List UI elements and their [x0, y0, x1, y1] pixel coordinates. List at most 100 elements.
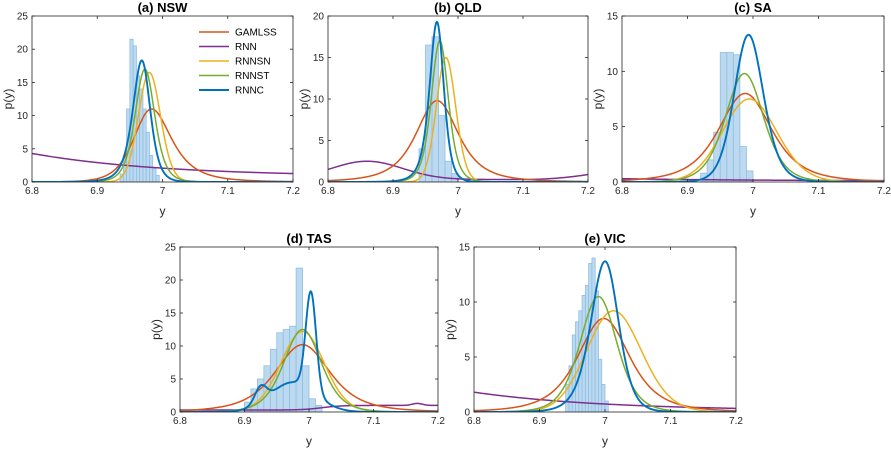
panel-nsw-ytick-label: 0: [22, 178, 28, 189]
panel-qld-ytick-label: 5: [318, 136, 324, 147]
panel-vic-line-gamlss: [474, 317, 736, 412]
panel-vic-hist-bar: [588, 263, 593, 412]
panel-qld-plot-area: [328, 16, 588, 182]
panel-nsw-ytick-label: 5: [22, 144, 28, 155]
panel-tas-xtick-label: 6.8: [173, 416, 187, 427]
panel-qld-xlabel: y: [455, 204, 461, 218]
panel-sa-hist-bar: [732, 54, 741, 182]
panel-sa-title: (c) SA: [734, 0, 772, 15]
panel-sa: 6.8 6.9 7 7.1 7.2 0 5 10 15 (c) SA y p(y): [591, 0, 891, 218]
legend-label-rnnst: RNNST: [235, 71, 269, 82]
panel-sa-ytick-label: 15: [607, 12, 619, 23]
panel-tas-title: (d) TAS: [286, 231, 332, 246]
panel-qld-ytick-label: 10: [313, 95, 325, 106]
panel-sa-xlabel: y: [750, 204, 756, 218]
panel-vic-hist-bar: [594, 290, 599, 412]
panel-tas-hist-bar: [282, 329, 291, 412]
panel-qld-xtick-label: 6.9: [386, 186, 400, 197]
panel-sa-ytick-label: 5: [612, 122, 618, 133]
panel-qld-hist-bar: [444, 160, 452, 182]
panel-qld-ylabel: p(y): [297, 89, 311, 110]
legend-label-rnn: RNN: [235, 42, 257, 53]
panel-qld-xtick-label: 6.8: [321, 186, 335, 197]
panel-qld-line-gamlss: [328, 99, 588, 182]
panel-nsw-hist-bar: [142, 108, 147, 182]
panel-qld-title: (b) QLD: [434, 0, 482, 15]
panel-tas-ylabel: p(y): [149, 319, 163, 340]
panel-vic-ytick-label: 15: [459, 243, 471, 254]
panel-nsw-ytick-label: 20: [17, 45, 29, 56]
panel-qld-xtick-label: 7: [455, 186, 461, 197]
panel-nsw-xtick-label: 6.9: [90, 186, 104, 197]
panel-vic-xtick-label: 7.1: [664, 416, 678, 427]
panel-nsw-hist-bar: [145, 131, 150, 182]
panel-vic-title: (e) VIC: [584, 231, 626, 246]
panel-vic-ytick-label: 0: [464, 408, 470, 419]
panel-sa-hist-bar: [739, 146, 747, 182]
panel-sa-ytick-label: 0: [612, 178, 618, 189]
panel-tas-hist-bar: [302, 365, 310, 412]
panel-qld-hist-bar: [438, 115, 446, 182]
panel-sa-xtick-label: 7.1: [812, 186, 826, 197]
panel-nsw-line-rnnsn: [32, 71, 293, 182]
panel-vic-hist-bar: [575, 321, 580, 412]
panel-sa-ytick-label: 10: [607, 67, 619, 78]
panel-tas-ytick-label: 20: [165, 276, 177, 287]
legend-label-rnnsn: RNNSN: [235, 57, 271, 68]
panel-nsw-hist-bar: [152, 168, 157, 182]
panel-sa-line-gamlss: [622, 92, 884, 182]
panel-nsw-ytick-label: 10: [17, 111, 29, 122]
panel-sa-xtick-label: 6.9: [681, 186, 695, 197]
legend: GAMLSS RNN RNNSN RNNST RNNC: [195, 22, 287, 100]
legend-label-gamlss: GAMLSS: [235, 28, 277, 39]
panel-qld-ytick-label: 0: [318, 178, 324, 189]
panel-tas-ytick-label: 0: [170, 408, 176, 419]
panel-qld-line-rnnsn: [328, 56, 588, 182]
panel-qld-ytick-label: 15: [313, 53, 325, 64]
panel-sa-xtick-label: 7.2: [877, 186, 891, 197]
panel-tas-line-gamlss: [180, 343, 438, 412]
panel-qld-ytick-label: 20: [313, 12, 325, 23]
panel-tas-xtick-label: 6.9: [238, 416, 252, 427]
panel-nsw-hist-bar: [149, 155, 154, 182]
panel-tas-xtick-label: 7.1: [367, 416, 381, 427]
panel-vic-hist-bar: [571, 334, 576, 412]
panel-tas-ytick-label: 10: [165, 342, 177, 353]
panel-nsw-hist-bar: [155, 174, 160, 182]
panel-nsw-xtick-label: 7: [160, 186, 166, 197]
panel-nsw-xlabel: y: [160, 204, 166, 218]
panel-nsw-ylabel: p(y): [1, 89, 15, 110]
panel-sa-hist-bar: [746, 170, 754, 182]
panel-vic-xtick-label: 7: [602, 416, 608, 427]
panel-qld-xtick-label: 7.1: [516, 186, 530, 197]
panel-tas-ytick-label: 15: [165, 309, 177, 320]
panel-tas-xtick-label: 7.2: [431, 416, 445, 427]
panel-sa-ylabel: p(y): [591, 89, 605, 110]
panel-nsw-xtick-label: 6.8: [25, 186, 39, 197]
panel-sa-xtick-label: 6.8: [615, 186, 629, 197]
panel-nsw-xtick-label: 7.2: [286, 186, 300, 197]
panel-vic-xtick-label: 6.8: [467, 416, 481, 427]
panel-nsw-ytick-label: 25: [17, 12, 29, 23]
panel-tas-xlabel: y: [306, 434, 312, 448]
panel-sa-xtick-label: 7: [750, 186, 756, 197]
panel-vic-ylabel: p(y): [443, 319, 457, 340]
panel-tas-hist-bar: [295, 267, 303, 412]
panel-vic-hist-bar: [604, 400, 609, 412]
legend-label-rnnc: RNNC: [235, 86, 264, 97]
panel-vic-xtick-label: 7.2: [729, 416, 743, 427]
panel-qld: 6.8 6.9 7 7.1 7.2 0 5 10 15 20 (b) QLD y p(y): [297, 0, 595, 218]
panel-vic-hist-bar: [601, 384, 606, 412]
panel-qld-xtick-label: 7.2: [581, 186, 595, 197]
panel-tas-ytick-label: 25: [165, 243, 177, 254]
panel-vic-ytick-label: 5: [464, 353, 470, 364]
panel-tas-xtick-label: 7: [306, 416, 312, 427]
panel-nsw-xtick-label: 7.1: [221, 186, 235, 197]
panel-nsw-ytick-label: 15: [17, 78, 29, 89]
panel-vic-xlabel: y: [602, 434, 608, 448]
panel-vic-ytick-label: 10: [459, 298, 471, 309]
panel-tas: 6.8 6.9 7 7.1 7.2 0 5 10 15 20 25 (d) TAS y p(y): [149, 231, 445, 448]
panel-tas-ytick-label: 5: [170, 375, 176, 386]
